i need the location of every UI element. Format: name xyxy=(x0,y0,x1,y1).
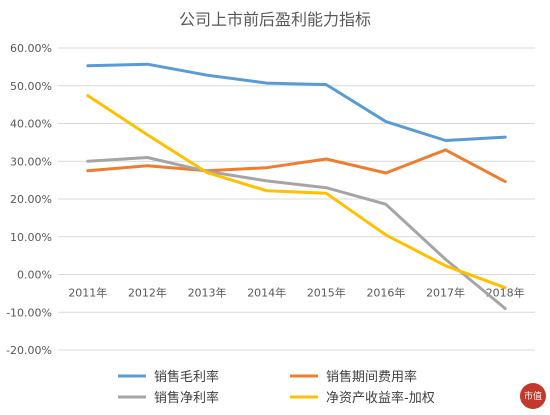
legend-label: 销售净利率 xyxy=(154,390,219,406)
gridlines xyxy=(58,47,535,351)
x-tick-label: 2013年 xyxy=(188,286,227,300)
x-tick-label: 2014年 xyxy=(247,286,286,300)
y-tick-label: -20.00% xyxy=(6,344,52,357)
x-tick-label: 2016年 xyxy=(366,286,405,300)
x-tick-label: 2015年 xyxy=(307,286,346,300)
watermark-logo: 市值 xyxy=(520,383,546,409)
y-tick-label: 60.00% xyxy=(10,42,52,55)
x-axis-ticks: 2011年 2012年 2013年 2014年 2015年 2016年 2017年 2018年 xyxy=(68,286,524,300)
y-axis-ticks: -20.00% -10.00% 0.00% 10.00% 20.00% 30.00% 40.… xyxy=(6,42,52,357)
legend-label: 销售毛利率 xyxy=(154,369,219,385)
y-tick-label: -10.00% xyxy=(6,306,52,319)
legend-label: 销售期间费用率 xyxy=(326,369,417,385)
series-line-0 xyxy=(86,62,507,142)
y-tick-label: 0.00% xyxy=(17,269,52,282)
y-tick-label: 50.00% xyxy=(10,80,52,93)
x-tick-label: 2017年 xyxy=(426,286,465,300)
y-tick-label: 20.00% xyxy=(10,193,52,206)
y-tick-label: 40.00% xyxy=(10,118,52,131)
series-line-2 xyxy=(86,156,507,310)
y-tick-label: 10.00% xyxy=(10,231,52,244)
series-lines xyxy=(86,62,507,310)
chart-title: 公司上市前后盈利能力指标 xyxy=(178,10,371,29)
x-tick-label: 2012年 xyxy=(128,286,167,300)
series-line-3 xyxy=(86,94,507,290)
x-tick-label: 2011年 xyxy=(68,286,107,300)
y-tick-label: 30.00% xyxy=(10,155,52,168)
x-tick-label: 2018年 xyxy=(486,286,525,300)
legend-label: 净资产收益率-加权 xyxy=(326,390,435,406)
series-line-1 xyxy=(86,148,507,184)
